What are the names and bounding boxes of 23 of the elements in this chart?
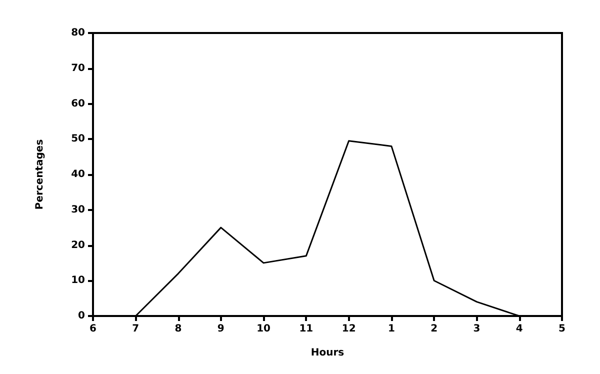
x-tick-label: 1 — [388, 324, 395, 334]
y-tick-label: 0 — [78, 310, 86, 322]
y-tick-label: 80 — [71, 28, 86, 38]
x-tick-label: 6 — [90, 324, 97, 334]
x-tick-label: 10 — [256, 324, 271, 334]
y-tick-label: 40 — [71, 169, 86, 180]
y-tick-label: 60 — [71, 98, 86, 110]
y-tick-label: 30 — [71, 204, 86, 216]
x-tick-label: 11 — [299, 324, 314, 334]
x-tick-label: 9 — [217, 324, 224, 334]
x-tick-label: 8 — [174, 324, 182, 334]
y-tick-label: 20 — [71, 240, 86, 251]
x-tick-label: 5 — [558, 324, 566, 334]
x-tick-label: 7 — [132, 324, 140, 334]
x-tick-label: 12 — [342, 324, 356, 334]
y-tick-label: 10 — [71, 275, 86, 286]
y-tick-label: 50 — [71, 134, 86, 145]
y-tick-label: 70 — [71, 62, 86, 74]
x-tick-label: 3 — [473, 324, 480, 334]
x-axis-title: Hours — [310, 348, 344, 358]
y-axis-title: Percentages — [34, 139, 46, 210]
x-tick-label: 4 — [516, 324, 523, 334]
x-tick-label: 2 — [430, 324, 438, 334]
